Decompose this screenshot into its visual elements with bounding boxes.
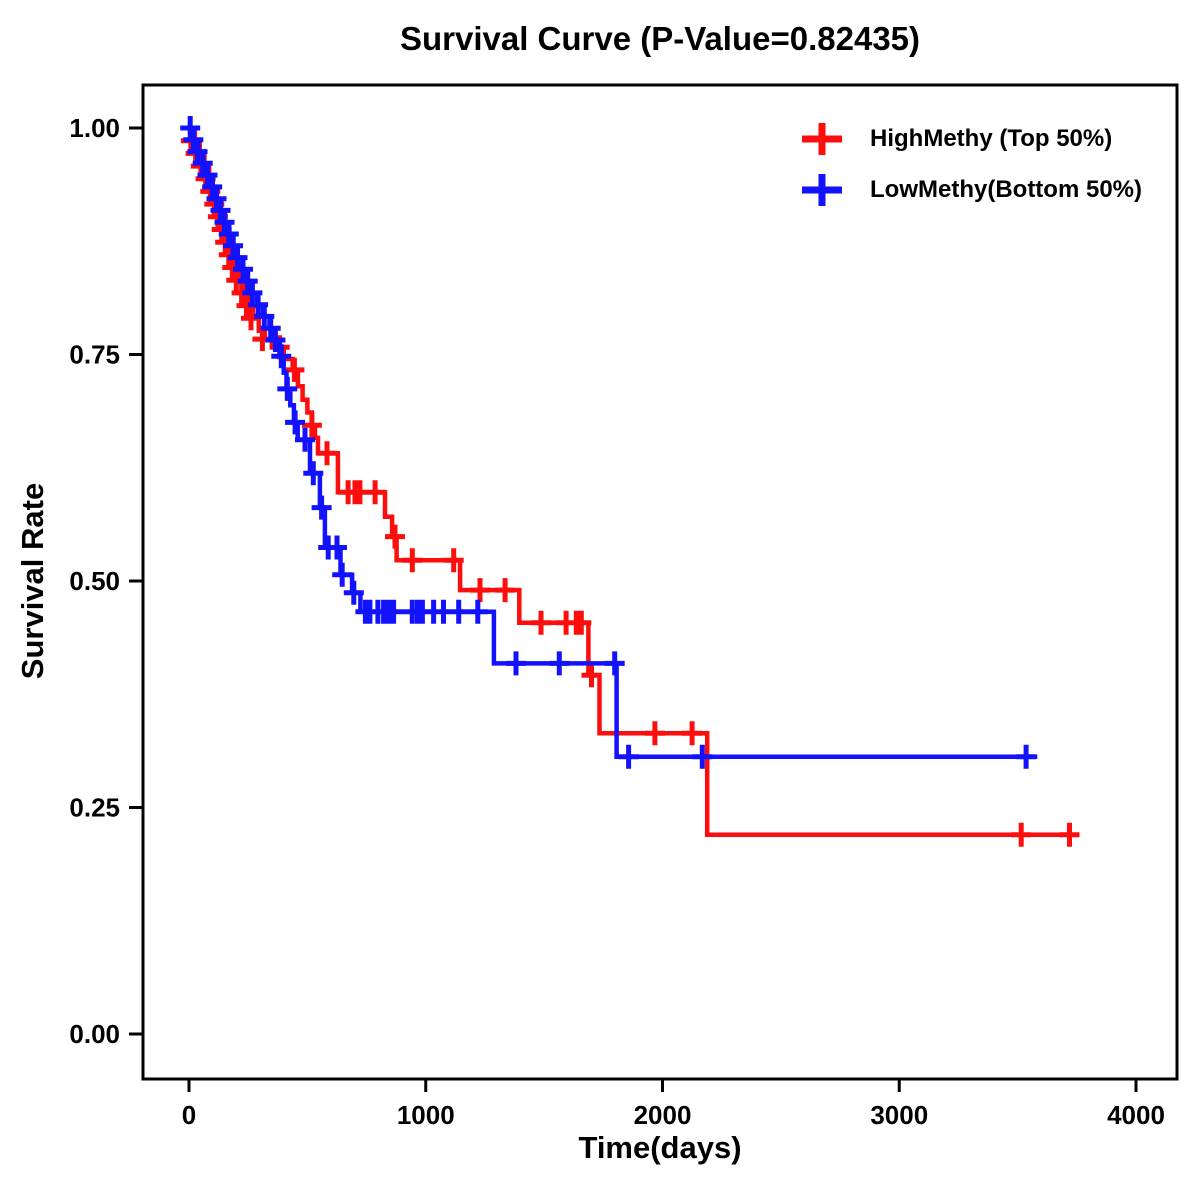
plot-frame [141,83,1179,1081]
plus-marker-icon [802,123,842,155]
plus-marker-icon [802,174,842,206]
y-tick-label: 0.50 [69,566,120,596]
y-tick-label: 0.25 [69,793,120,823]
chart-title: Survival Curve (P-Value=0.82435) [399,20,921,57]
legend-item-lowmethy: LowMethy(Bottom 50%) [800,173,1142,207]
x-tick-label: 3000 [870,1100,928,1130]
highmethy-censor-marks [180,128,1080,847]
x-tick-label: 1000 [397,1100,455,1130]
legend-label: LowMethy(Bottom 50%) [870,176,1142,203]
y-tick-label: 1.00 [69,113,120,143]
legend-label: HighMethy (Top 50%) [870,125,1113,152]
x-tick-label: 2000 [634,1100,692,1130]
y-axis-label: Survival Rate [15,482,50,680]
x-axis-label: Time(days) [578,1130,742,1165]
y-axis-ticks: 1.00 0.75 0.50 0.25 0.00 [69,113,143,1049]
y-tick-label: 0.00 [69,1019,120,1049]
x-tick-label: 4000 [1107,1100,1165,1130]
highmethy-curve [189,125,1078,837]
x-axis-ticks: 0 1000 2000 3000 4000 [182,1079,1165,1130]
legend-item-highmethy: HighMethy (Top 50%) [800,122,1112,156]
x-tick-label: 0 [182,1100,196,1130]
y-tick-label: 0.75 [69,340,120,370]
lowmethy-censor-marks [180,116,1037,769]
